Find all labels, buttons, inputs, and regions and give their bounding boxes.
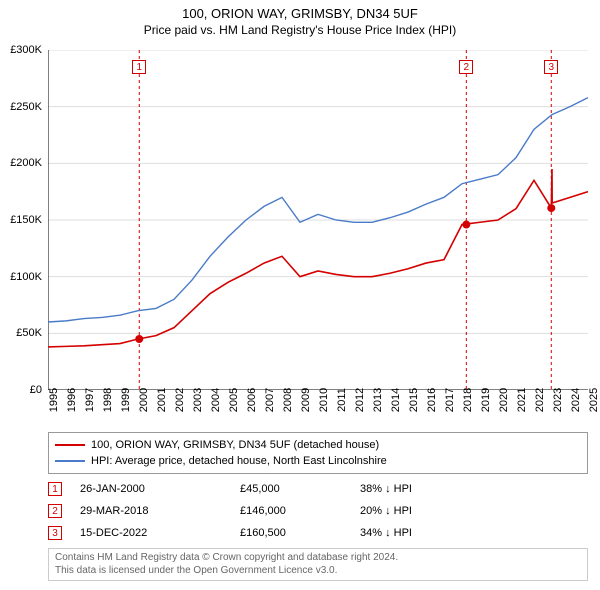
- x-tick-label: 2012: [354, 388, 366, 412]
- x-tick-label: 2016: [426, 388, 438, 412]
- x-tick-label: 2008: [282, 388, 294, 412]
- legend-label-property: 100, ORION WAY, GRIMSBY, DN34 5UF (detac…: [91, 439, 379, 451]
- sale-marker-box: 3: [544, 60, 558, 74]
- x-tick-label: 1997: [84, 388, 96, 412]
- chart-title-line1: 100, ORION WAY, GRIMSBY, DN34 5UF: [0, 6, 600, 21]
- x-tick-label: 2010: [318, 388, 330, 412]
- sales-row-1: 1 26-JAN-2000 £45,000 38% ↓ HPI: [48, 478, 588, 500]
- sales-marker-2: 2: [48, 504, 62, 518]
- sales-price-1: £45,000: [240, 483, 360, 495]
- sales-diff-1: 38% ↓ HPI: [360, 483, 480, 495]
- x-tick-label: 1999: [120, 388, 132, 412]
- sales-marker-1: 1: [48, 482, 62, 496]
- x-tick-label: 2020: [498, 388, 510, 412]
- title-block: 100, ORION WAY, GRIMSBY, DN34 5UF Price …: [0, 0, 600, 37]
- sales-date-2: 29-MAR-2018: [80, 505, 240, 517]
- x-tick-label: 2022: [534, 388, 546, 412]
- legend: 100, ORION WAY, GRIMSBY, DN34 5UF (detac…: [48, 432, 588, 474]
- y-tick-label: £150K: [0, 214, 42, 226]
- y-tick-label: £100K: [0, 271, 42, 283]
- legend-swatch-hpi: [55, 460, 85, 462]
- x-tick-label: 2023: [552, 388, 564, 412]
- footer: Contains HM Land Registry data © Crown c…: [48, 548, 588, 581]
- x-tick-label: 2000: [138, 388, 150, 412]
- x-tick-label: 2024: [570, 388, 582, 412]
- sales-date-3: 15-DEC-2022: [80, 527, 240, 539]
- legend-item-hpi: HPI: Average price, detached house, Nort…: [55, 453, 581, 469]
- legend-swatch-property: [55, 444, 85, 446]
- chart-area: £0£50K£100K£150K£200K£250K£300K 19951996…: [48, 50, 588, 390]
- x-tick-label: 2003: [192, 388, 204, 412]
- x-tick-label: 2018: [462, 388, 474, 412]
- chart-container: 100, ORION WAY, GRIMSBY, DN34 5UF Price …: [0, 0, 600, 590]
- x-tick-label: 2013: [372, 388, 384, 412]
- x-tick-label: 2019: [480, 388, 492, 412]
- sale-marker-box: 1: [132, 60, 146, 74]
- x-tick-label: 2009: [300, 388, 312, 412]
- y-tick-label: £250K: [0, 101, 42, 113]
- x-tick-label: 2011: [336, 388, 348, 412]
- x-tick-label: 1998: [102, 388, 114, 412]
- y-tick-label: £300K: [0, 44, 42, 56]
- sales-price-3: £160,500: [240, 527, 360, 539]
- sales-marker-3: 3: [48, 526, 62, 540]
- footer-line2: This data is licensed under the Open Gov…: [55, 565, 581, 578]
- sale-marker-box: 2: [459, 60, 473, 74]
- sales-date-1: 26-JAN-2000: [80, 483, 240, 495]
- x-tick-label: 2025: [588, 388, 600, 412]
- x-tick-label: 2001: [156, 388, 168, 412]
- x-tick-label: 2007: [264, 388, 276, 412]
- sales-table: 1 26-JAN-2000 £45,000 38% ↓ HPI 2 29-MAR…: [48, 478, 588, 544]
- footer-line1: Contains HM Land Registry data © Crown c…: [55, 552, 581, 565]
- legend-item-property: 100, ORION WAY, GRIMSBY, DN34 5UF (detac…: [55, 437, 581, 453]
- sales-price-2: £146,000: [240, 505, 360, 517]
- x-tick-label: 2005: [228, 388, 240, 412]
- sales-diff-2: 20% ↓ HPI: [360, 505, 480, 517]
- x-tick-label: 2014: [390, 388, 402, 412]
- x-tick-label: 2004: [210, 388, 222, 412]
- y-tick-label: £50K: [0, 327, 42, 339]
- x-tick-label: 2021: [516, 388, 528, 412]
- sales-row-3: 3 15-DEC-2022 £160,500 34% ↓ HPI: [48, 522, 588, 544]
- legend-label-hpi: HPI: Average price, detached house, Nort…: [91, 455, 387, 467]
- sales-row-2: 2 29-MAR-2018 £146,000 20% ↓ HPI: [48, 500, 588, 522]
- sales-diff-3: 34% ↓ HPI: [360, 527, 480, 539]
- y-tick-label: £0: [0, 384, 42, 396]
- x-tick-label: 2017: [444, 388, 456, 412]
- x-tick-label: 2015: [408, 388, 420, 412]
- x-tick-label: 1996: [66, 388, 78, 412]
- x-tick-label: 1995: [48, 388, 60, 412]
- y-tick-label: £200K: [0, 157, 42, 169]
- x-tick-label: 2006: [246, 388, 258, 412]
- x-tick-label: 2002: [174, 388, 186, 412]
- plot-svg: [48, 50, 588, 390]
- chart-title-line2: Price paid vs. HM Land Registry's House …: [0, 23, 600, 37]
